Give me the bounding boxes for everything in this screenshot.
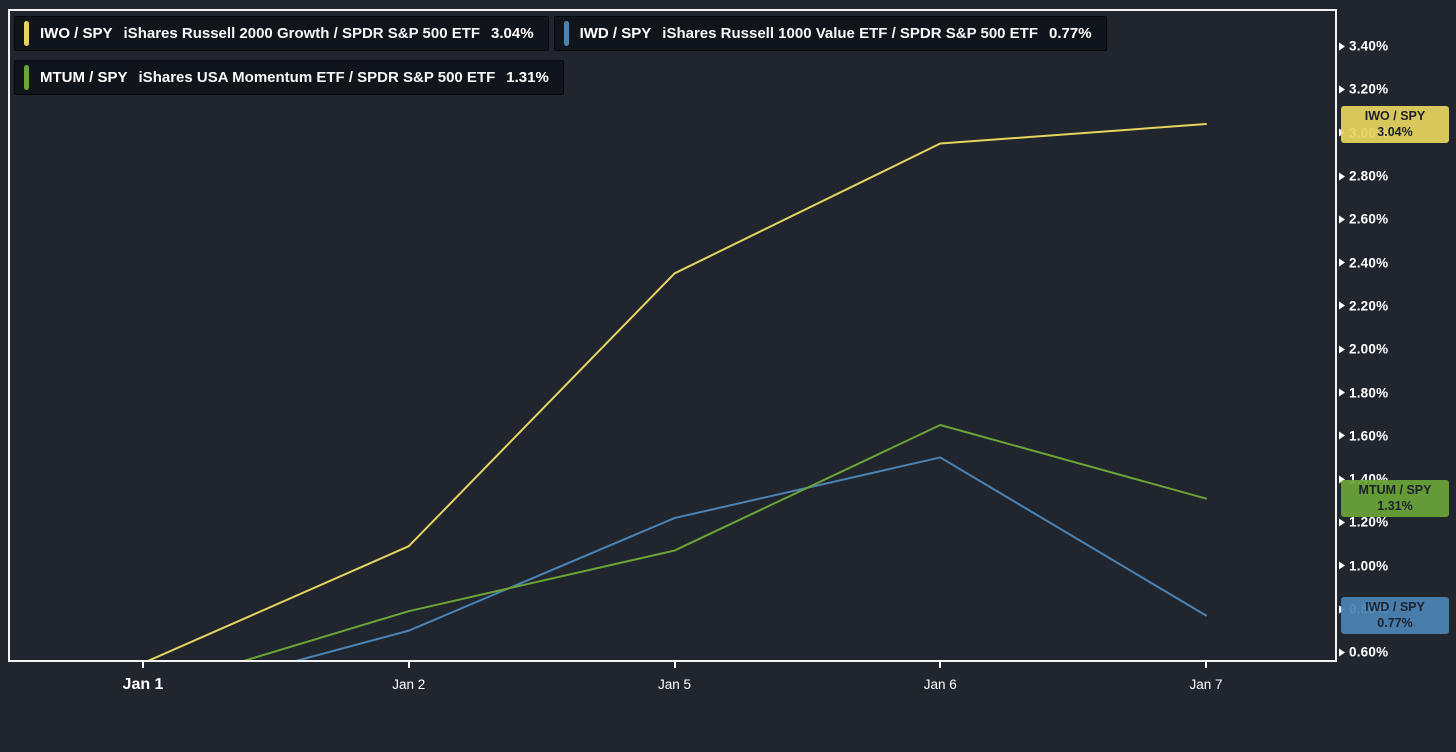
legend-description: iShares USA Momentum ETF / SPDR S&P 500 … bbox=[138, 69, 496, 86]
y-tick-label: 1.00% bbox=[1349, 558, 1389, 574]
legend: IWO / SPY iShares Russell 2000 Growth / … bbox=[14, 16, 1107, 95]
y-tick-label: 0.60% bbox=[1349, 644, 1389, 660]
y-tick-label: 1.80% bbox=[1349, 385, 1389, 400]
y-tick-1.60%: 1.60% bbox=[1339, 428, 1388, 443]
tick-arrow-icon bbox=[1339, 388, 1345, 397]
y-tick-1.00%: 1.00% bbox=[1339, 558, 1388, 573]
x-tick-label-jan-5: Jan 5 bbox=[657, 677, 692, 692]
price-badge-iwd-spy: IWD / SPY 0.77% bbox=[1341, 596, 1449, 634]
y-tick-2.20%: 2.20% bbox=[1339, 298, 1388, 313]
badge-ticker: IWD / SPY bbox=[1365, 599, 1425, 614]
tick-arrow-icon bbox=[1339, 431, 1345, 440]
y-tick-2.40%: 2.40% bbox=[1339, 255, 1388, 270]
price-badge-mtum-spy: MTUM / SPY 1.31% bbox=[1341, 480, 1449, 518]
y-tick-0.60%: 0.60% bbox=[1339, 645, 1388, 660]
x-tick-label-jan-1: Jan 1 bbox=[122, 676, 164, 693]
x-tick-mark bbox=[1205, 662, 1207, 668]
legend-description: iShares Russell 1000 Value ETF / SPDR S&… bbox=[662, 25, 1039, 42]
legend-ticker: IWO / SPY bbox=[40, 25, 113, 42]
tick-arrow-icon bbox=[1339, 648, 1345, 657]
y-tick-2.00%: 2.00% bbox=[1339, 342, 1388, 357]
x-tick-mark bbox=[142, 662, 144, 668]
x-tick-mark bbox=[407, 662, 410, 668]
y-tick-3.40%: 3.40% bbox=[1339, 39, 1388, 54]
y-tick-1.20%: 1.20% bbox=[1339, 515, 1388, 530]
tick-arrow-icon bbox=[1339, 561, 1345, 570]
legend-item-iwo-spy[interactable]: IWO / SPY iShares Russell 2000 Growth / … bbox=[14, 16, 549, 51]
legend-ticker: MTUM / SPY bbox=[40, 69, 128, 86]
x-tick-label-jan-2: Jan 2 bbox=[392, 677, 426, 692]
y-tick-label: 3.40% bbox=[1349, 38, 1389, 54]
legend-value: 3.04% bbox=[491, 25, 534, 42]
tick-arrow-icon bbox=[1339, 475, 1345, 484]
line-mtum-spy bbox=[236, 423, 1207, 662]
tick-arrow-icon bbox=[1339, 42, 1345, 51]
tick-arrow-icon bbox=[1339, 301, 1345, 310]
tick-arrow-icon bbox=[1339, 518, 1345, 527]
price-badge-iwo-spy: IWO / SPY 3.04% bbox=[1341, 105, 1449, 143]
badge-ticker: IWO / SPY bbox=[1364, 108, 1426, 123]
x-tick-mark bbox=[939, 662, 942, 668]
series-color-bar-icon bbox=[24, 21, 29, 46]
plot-area: IWO / SPY iShares Russell 2000 Growth / … bbox=[8, 9, 1337, 662]
y-tick-3.20%: 3.20% bbox=[1339, 82, 1388, 97]
tick-arrow-icon bbox=[1339, 172, 1345, 180]
badge-value: 3.04% bbox=[1377, 124, 1413, 139]
legend-value: 0.77% bbox=[1049, 25, 1092, 42]
y-tick-label: 2.80% bbox=[1349, 168, 1389, 184]
series-color-bar-icon bbox=[563, 21, 569, 46]
y-tick-label: 2.20% bbox=[1349, 298, 1389, 314]
y-tick-1.80%: 1.80% bbox=[1339, 385, 1388, 400]
y-tick-2.80%: 2.80% bbox=[1339, 169, 1388, 184]
y-tick-label: 2.00% bbox=[1349, 341, 1389, 357]
legend-ticker: IWD / SPY bbox=[579, 25, 652, 42]
y-tick-2.60%: 2.60% bbox=[1339, 212, 1388, 227]
legend-item-mtum-spy[interactable]: MTUM / SPY iShares USA Momentum ETF / SP… bbox=[14, 60, 564, 95]
chart-lines bbox=[143, 123, 1207, 662]
badge-value: 0.77% bbox=[1377, 615, 1413, 630]
badge-ticker: MTUM / SPY bbox=[1358, 483, 1432, 498]
legend-description: iShares Russell 2000 Growth / SPDR S&P 5… bbox=[123, 25, 481, 42]
series-color-bar-icon bbox=[24, 65, 29, 90]
y-tick-label: 3.20% bbox=[1349, 81, 1389, 97]
legend-item-iwd-spy[interactable]: IWD / SPY iShares Russell 1000 Value ETF… bbox=[553, 16, 1107, 51]
line-iwo-spy bbox=[143, 123, 1207, 662]
badge-value: 1.31% bbox=[1377, 499, 1413, 514]
tick-arrow-icon bbox=[1339, 258, 1345, 267]
x-tick-label-jan-7: Jan 7 bbox=[1189, 677, 1223, 692]
y-tick-label: 2.40% bbox=[1349, 255, 1389, 271]
line-iwd-spy bbox=[288, 456, 1207, 662]
y-tick-label: 1.60% bbox=[1349, 428, 1389, 444]
x-tick-label-jan-6: Jan 6 bbox=[923, 677, 957, 692]
legend-value: 1.31% bbox=[506, 69, 549, 86]
x-tick-mark bbox=[673, 662, 676, 668]
y-tick-label: 1.20% bbox=[1349, 514, 1389, 530]
tick-arrow-icon bbox=[1339, 85, 1345, 94]
tick-arrow-icon bbox=[1339, 345, 1345, 354]
tick-arrow-icon bbox=[1339, 215, 1345, 224]
y-tick-label: 2.60% bbox=[1349, 211, 1389, 227]
